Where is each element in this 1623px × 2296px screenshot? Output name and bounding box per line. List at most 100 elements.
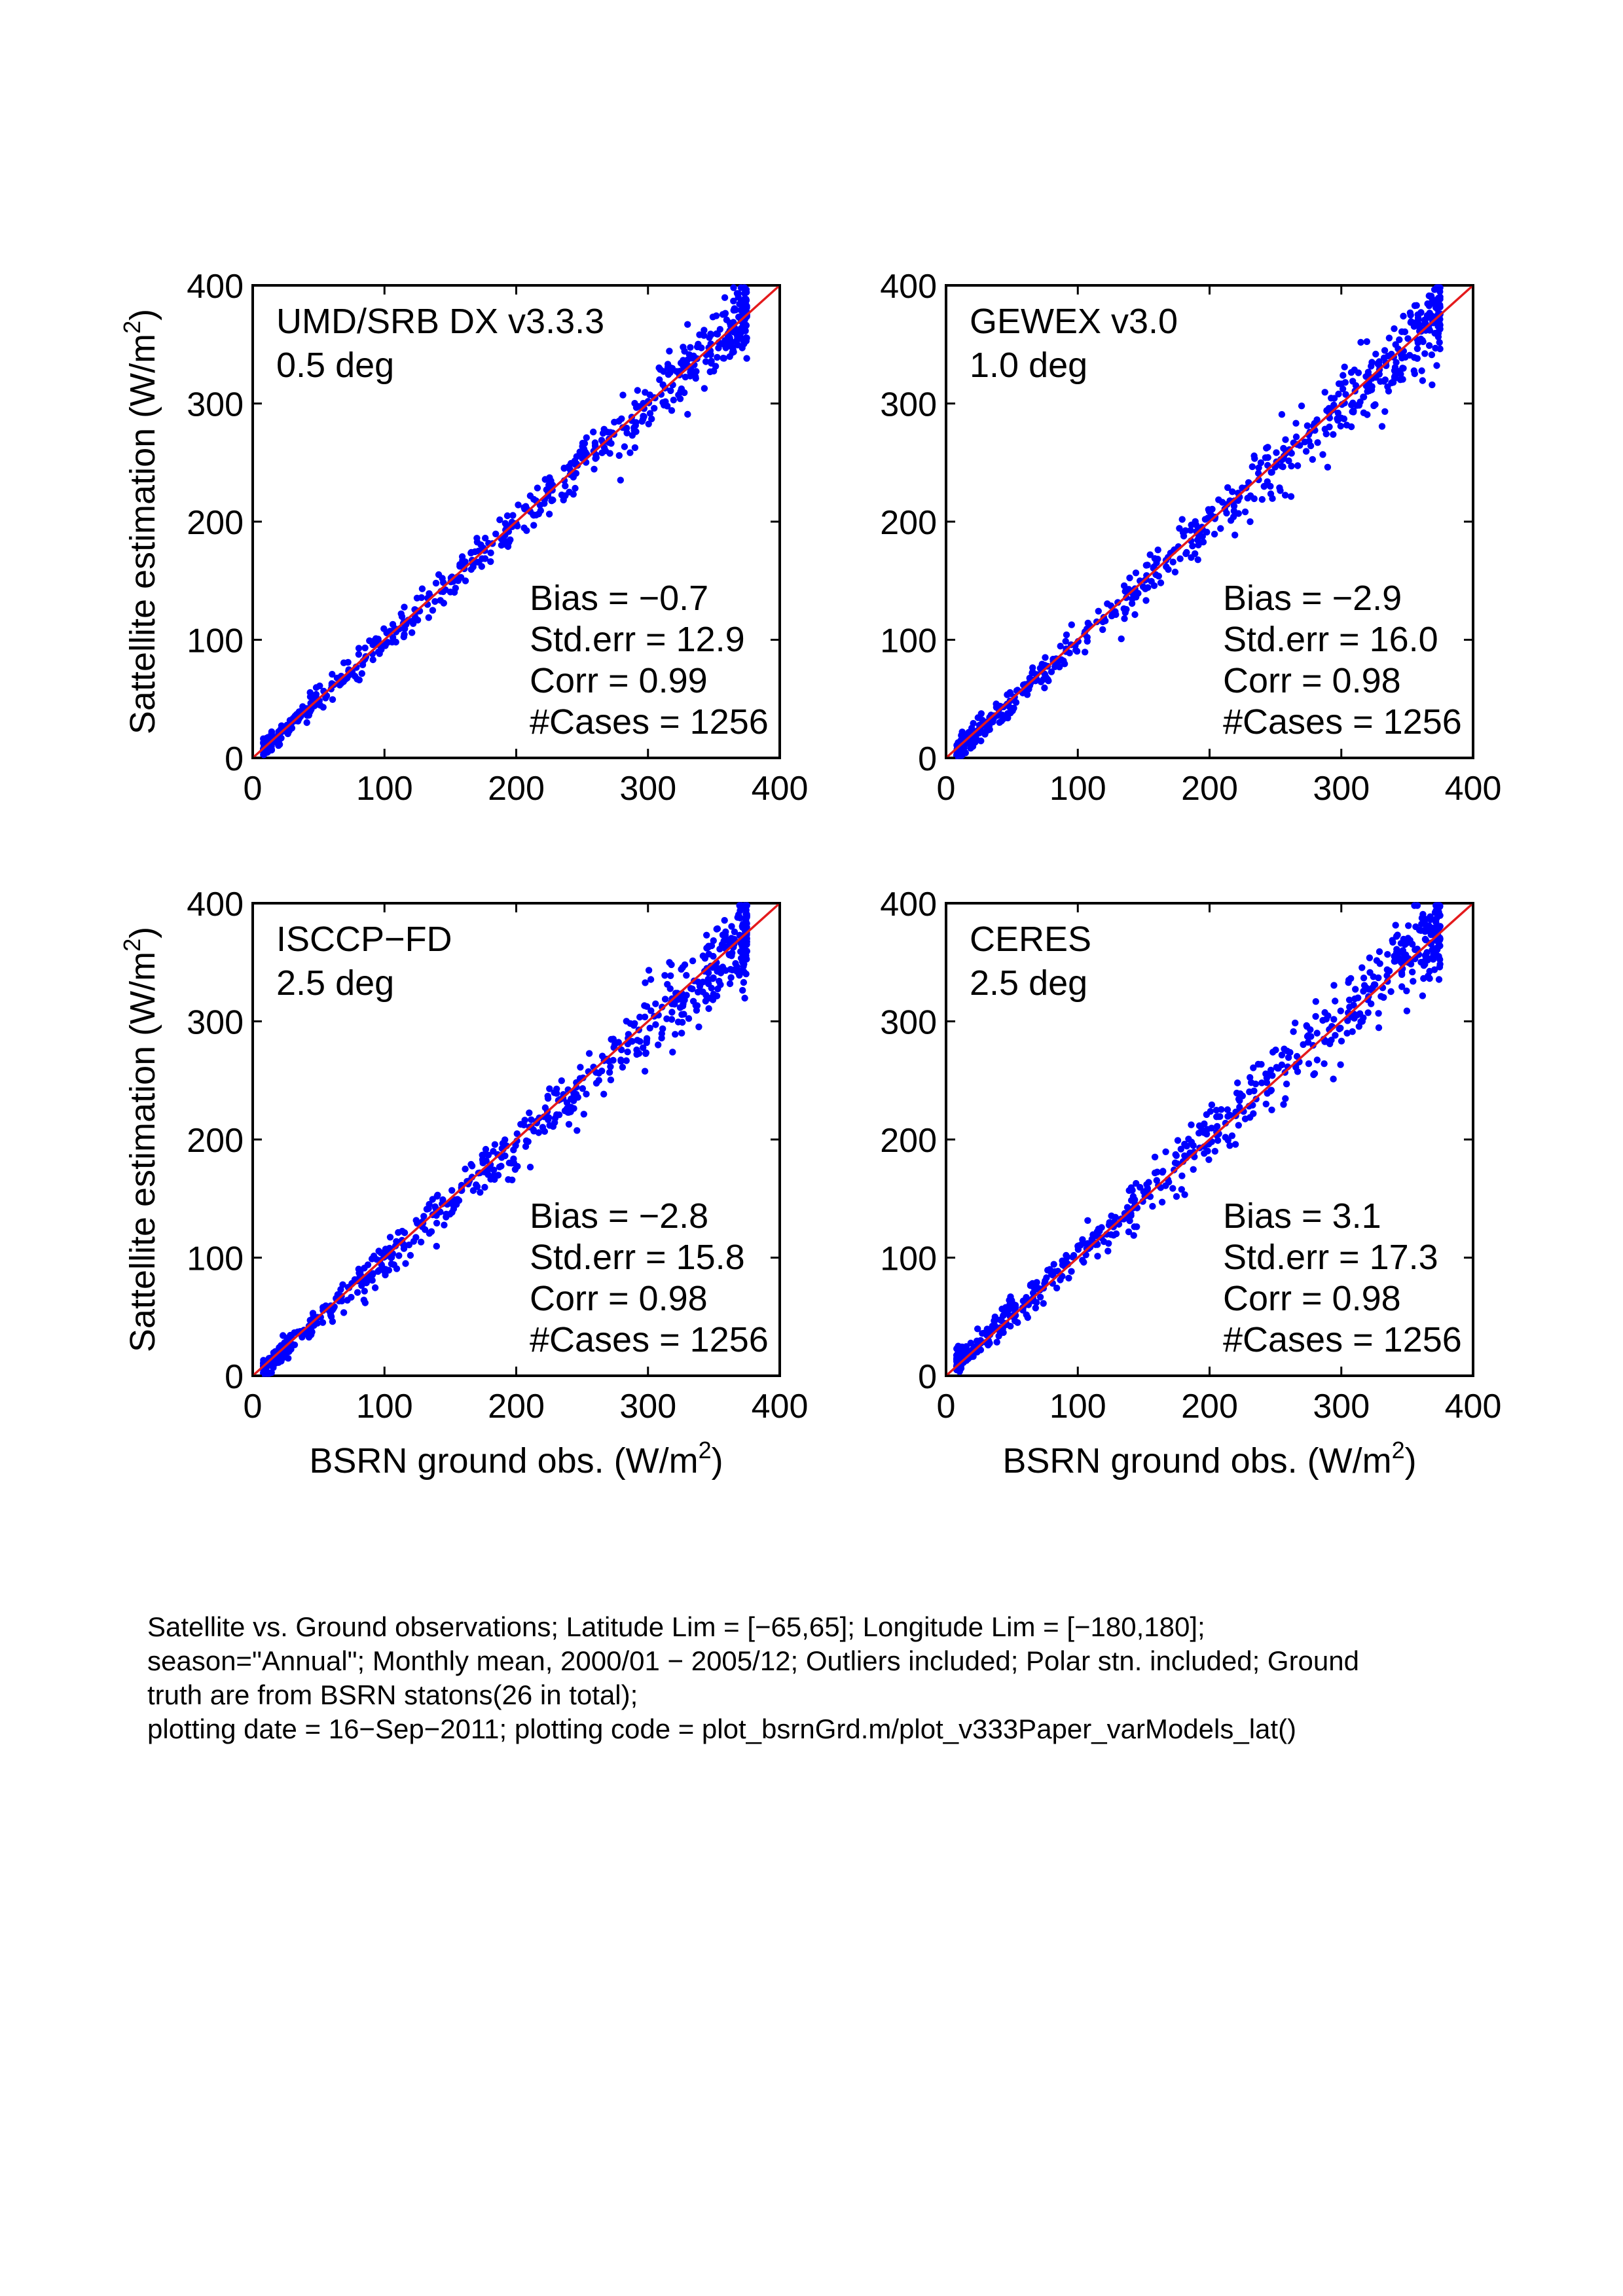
scatter-point — [1286, 1049, 1294, 1056]
scatter-point — [1264, 478, 1271, 486]
y-tick-label: 0 — [225, 1358, 244, 1396]
scatter-point — [425, 614, 432, 621]
scatter-point — [1302, 448, 1310, 455]
scatter-point — [642, 979, 649, 986]
scatter-point — [545, 1116, 552, 1124]
scatter-point — [607, 1063, 614, 1071]
scatter-point — [1250, 452, 1258, 459]
scatter-point — [1153, 1177, 1161, 1184]
scatter-point — [1347, 423, 1355, 431]
scatter-point — [1342, 391, 1349, 398]
x-tick-label: 100 — [356, 1388, 413, 1426]
scatter-point — [1360, 393, 1368, 401]
scatter-point — [1144, 562, 1151, 569]
scatter-point — [560, 464, 568, 472]
scatter-point — [1422, 952, 1429, 960]
scatter-point — [1283, 1081, 1290, 1088]
scatter-point — [1423, 312, 1431, 319]
scatter-point — [646, 391, 653, 399]
scatter-point — [1355, 369, 1362, 376]
scatter-point — [1273, 449, 1280, 456]
scatter-point — [714, 353, 721, 361]
scatter-point — [530, 511, 537, 518]
scatter-point — [1043, 1274, 1050, 1282]
stat-cases: #Cases = 1256 — [530, 1320, 769, 1359]
scatter-point — [1178, 516, 1186, 523]
scatter-point — [1077, 1242, 1084, 1249]
one-to-one-line — [945, 902, 1474, 1377]
scatter-point — [1351, 1014, 1358, 1022]
scatter-point — [739, 948, 746, 956]
y-tick-label: 200 — [880, 504, 937, 542]
scatter-point — [1252, 1081, 1260, 1088]
panel-title: UMD/SRB DX v3.3.3 — [276, 302, 604, 341]
scatter-point — [1340, 372, 1347, 379]
scatter-point — [1104, 1247, 1112, 1255]
scatter-point — [1330, 1016, 1338, 1023]
panel-resolution: 2.5 deg — [276, 963, 394, 1003]
y-tick-label: 300 — [880, 386, 937, 424]
scatter-point — [1094, 1253, 1101, 1260]
scatter-point — [340, 1309, 348, 1316]
scatter-point — [490, 1166, 498, 1174]
scatter-point — [606, 1069, 613, 1076]
scatter-point — [590, 428, 597, 436]
scatter-point — [283, 1335, 291, 1342]
scatter-point — [585, 1050, 593, 1057]
scatter-point — [713, 330, 720, 338]
scatter-point — [1165, 565, 1172, 573]
scatter-point — [1406, 309, 1414, 317]
scatter-point — [468, 1162, 476, 1170]
scatter-point — [1127, 1212, 1135, 1219]
scatter-point — [630, 424, 638, 431]
scatter-point — [1330, 1075, 1337, 1083]
scatter-point — [1123, 1204, 1131, 1211]
scatter-point — [742, 970, 750, 978]
scatter-point — [407, 1251, 414, 1259]
scatter-point — [1387, 988, 1395, 996]
scatter-point — [740, 978, 748, 986]
scatter-point — [962, 1343, 970, 1350]
caption-line: Satellite vs. Ground observations; Latit… — [147, 1611, 1205, 1642]
y-axis-label: Sattellite estimation (W/m2) — [119, 309, 162, 734]
scatter-point — [1157, 579, 1165, 586]
scatter-point — [669, 1049, 676, 1056]
x-tick-label: 100 — [356, 770, 413, 808]
scatter-point — [1435, 910, 1443, 918]
scatter-point — [1436, 303, 1444, 311]
scatter-point — [1349, 1028, 1356, 1035]
scatter-point — [1247, 1074, 1254, 1081]
scatter-point — [479, 1159, 486, 1167]
scatter-point — [388, 1253, 395, 1261]
scatter-point — [473, 539, 481, 546]
scatter-point — [1269, 1049, 1277, 1056]
scatter-point — [689, 985, 696, 993]
x-tick-label: 300 — [619, 770, 676, 808]
scatter-point — [1335, 390, 1342, 398]
scatter-point — [636, 1038, 644, 1045]
y-tick-label: 0 — [225, 740, 244, 778]
scatter-point — [1201, 1120, 1208, 1128]
scatter-point — [977, 737, 985, 745]
scatter-point — [1005, 1306, 1013, 1314]
scatter-point — [1176, 555, 1184, 562]
scatter-point — [1150, 582, 1158, 589]
scatter-point — [1211, 1147, 1219, 1155]
scatter-point — [314, 1319, 321, 1327]
scatter-point — [568, 1095, 575, 1103]
scatter-point — [1257, 459, 1265, 467]
scatter-point — [721, 310, 729, 317]
x-tick-label: 300 — [619, 1388, 676, 1426]
scatter-point — [494, 1172, 502, 1179]
scatter-point — [517, 1121, 524, 1128]
scatter-point — [661, 996, 669, 1003]
scatter-point — [741, 994, 748, 1002]
scatter-point — [1152, 571, 1159, 579]
scatter-point — [1287, 493, 1295, 500]
scatter-point — [666, 972, 674, 980]
scatter-point — [388, 1260, 395, 1268]
scatter-point — [1032, 1304, 1040, 1312]
scatter-point — [1285, 1054, 1292, 1062]
scatter-point — [422, 1226, 429, 1233]
scatter-point — [676, 395, 684, 403]
